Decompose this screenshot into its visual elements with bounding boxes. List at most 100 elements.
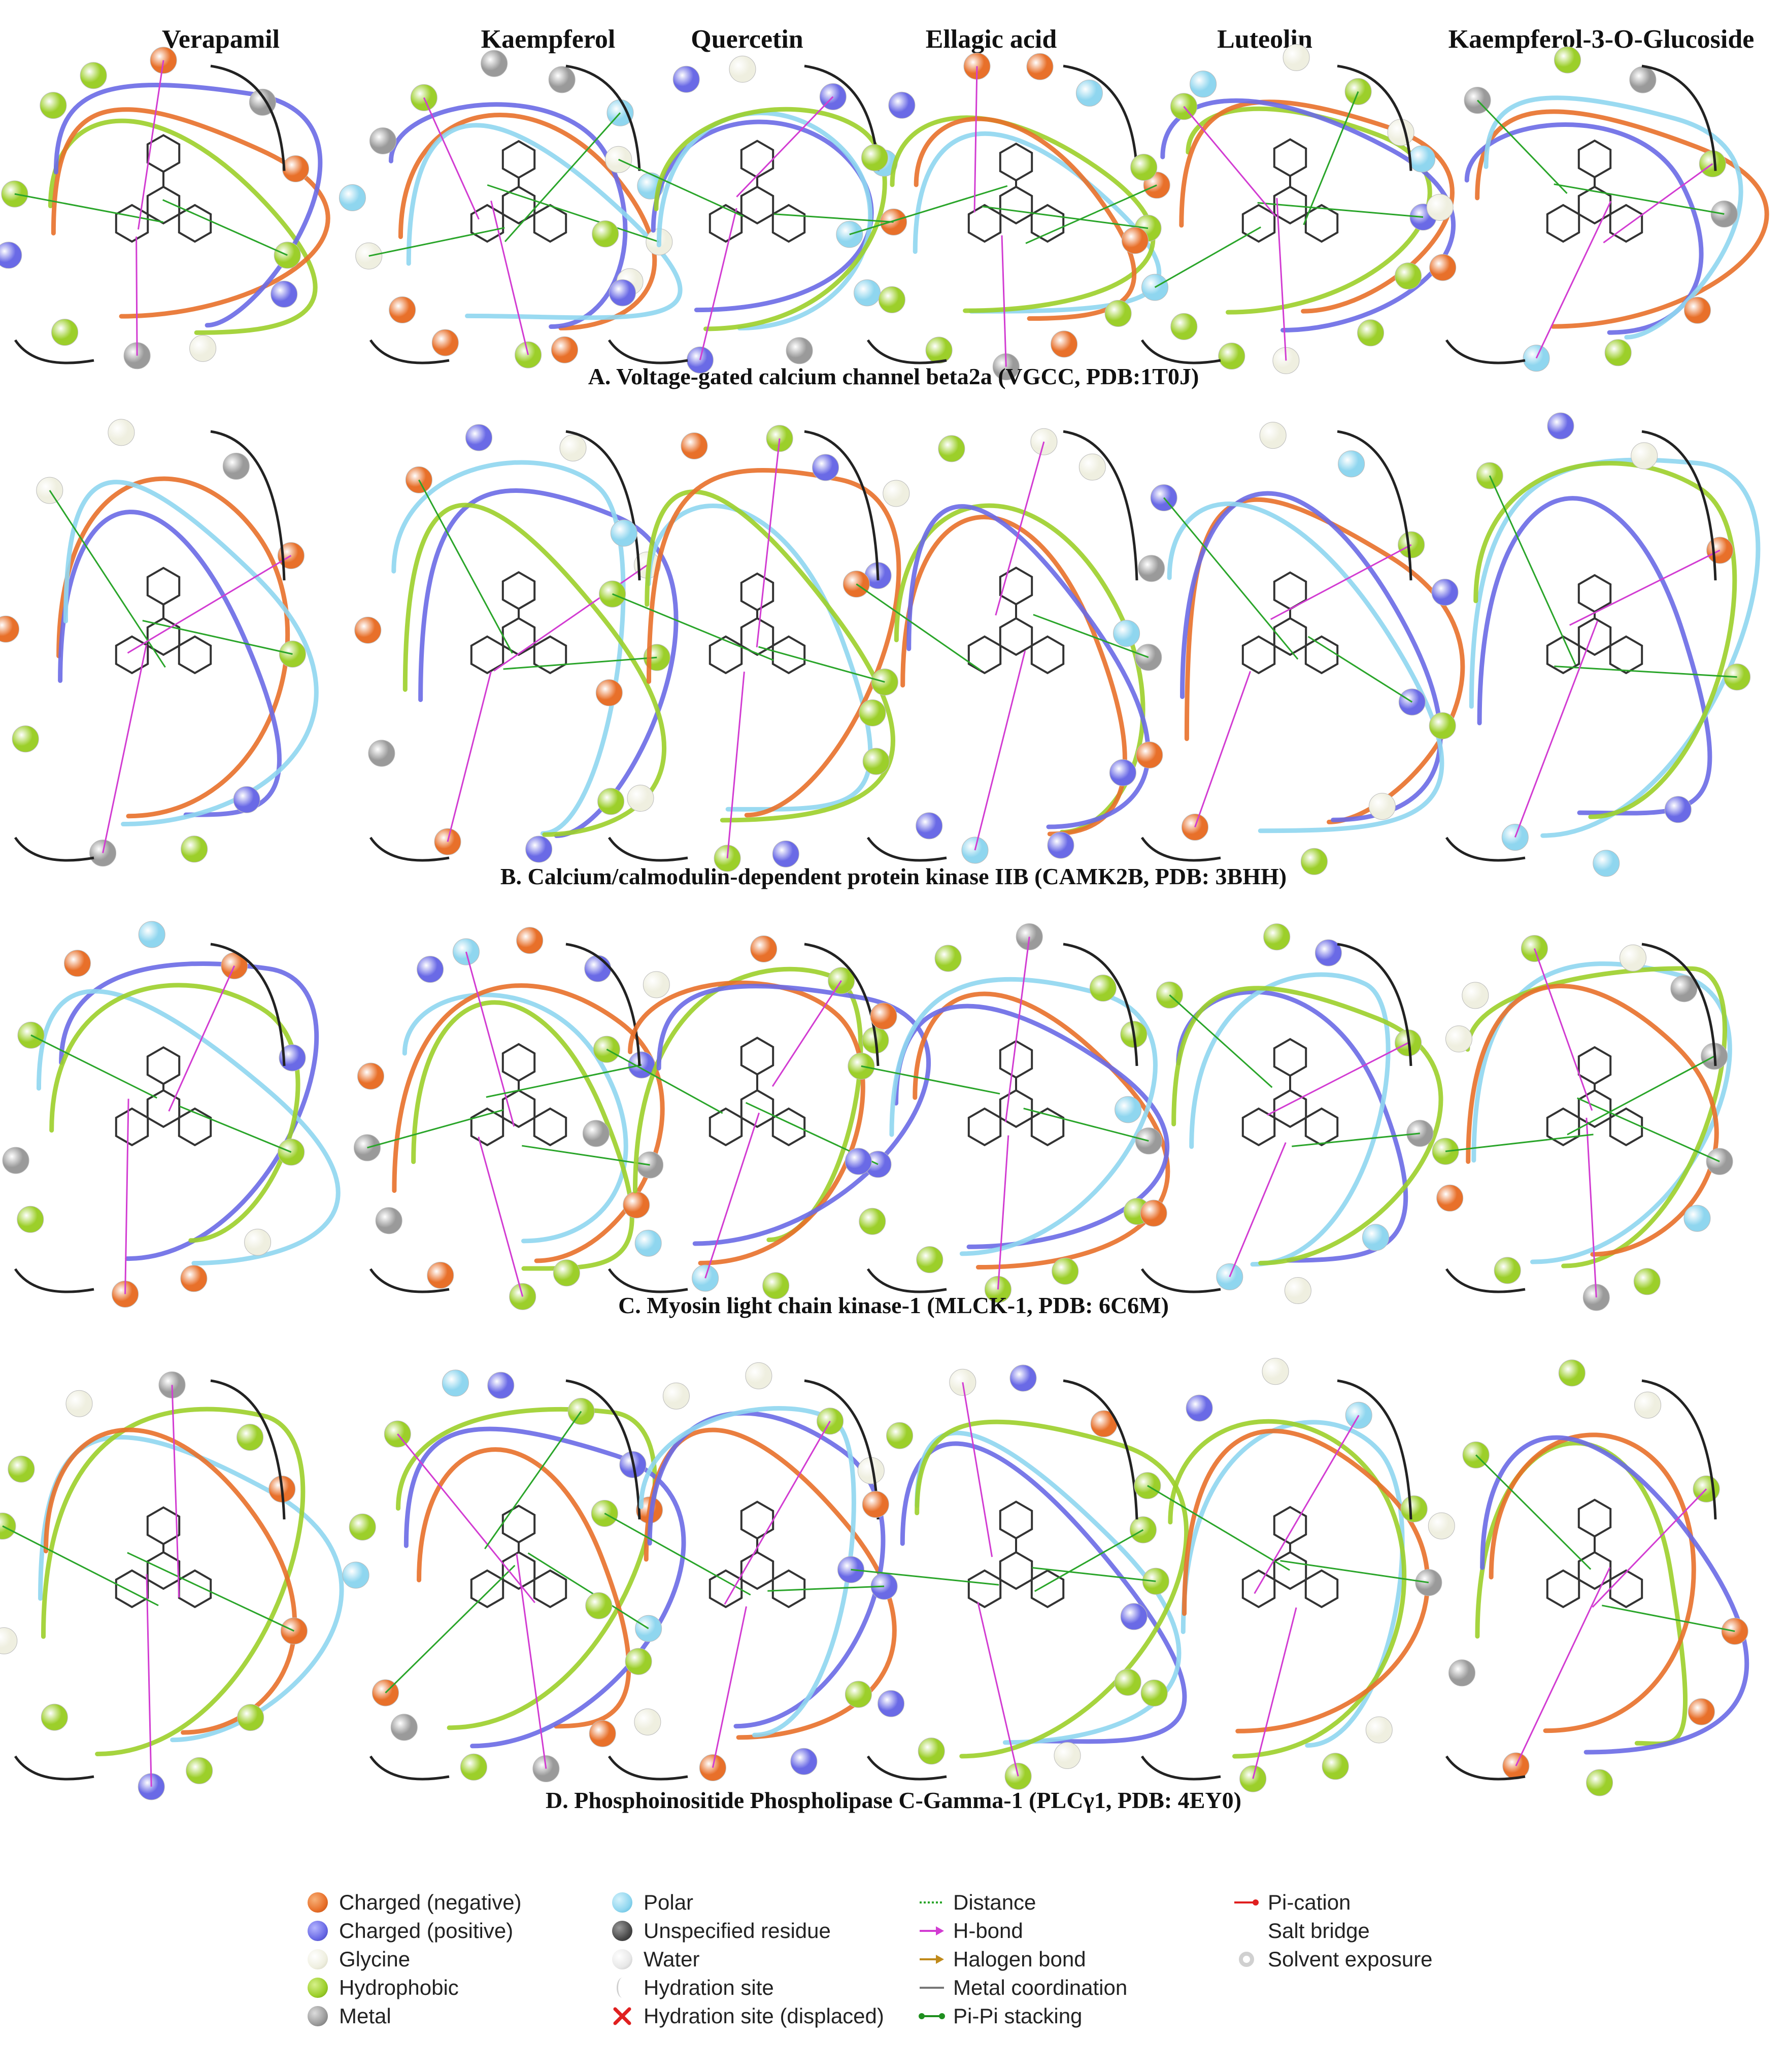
backbone-link [608, 1755, 688, 1781]
pocket-outline [49, 983, 300, 1243]
backbone-link [1140, 837, 1221, 862]
residue-bubble [845, 1148, 872, 1175]
interaction-line [368, 227, 505, 257]
pocket-outline [1180, 491, 1443, 822]
residue-bubble [1300, 848, 1328, 875]
ligand-ring [740, 1500, 774, 1540]
line-icon [920, 1987, 944, 1989]
interaction-line [1569, 549, 1721, 626]
legend-polar: Polar [609, 1888, 884, 1917]
backbone-link [565, 1379, 641, 1520]
interaction-line [1514, 620, 1599, 838]
ligand-ring [999, 617, 1033, 656]
ligand-ring [1546, 204, 1580, 243]
backbone-link [210, 1379, 286, 1520]
residue-bubble [553, 1259, 580, 1287]
residue-bubble [1314, 939, 1342, 966]
residue-bubble [1009, 1364, 1037, 1392]
backbone-link [369, 339, 450, 364]
backbone-link [1445, 837, 1526, 862]
ligand-ring [1609, 1569, 1643, 1609]
pocket-outline [1483, 95, 1743, 340]
pocket-outline [628, 980, 865, 1265]
pocket-outline [388, 102, 628, 329]
residue-bubble [1136, 741, 1163, 768]
ligand-ring [709, 635, 743, 675]
residue-bubble [634, 1229, 662, 1257]
ligand-ring [115, 204, 149, 243]
legend-label: Halogen bond [953, 1947, 1086, 1971]
residue-bubble [1075, 79, 1103, 107]
residue-bubble [623, 1191, 650, 1219]
legend-label: Polar [644, 1890, 694, 1914]
interaction-line [1270, 544, 1412, 620]
residue-bubble [368, 740, 395, 767]
residue-bubble [181, 836, 208, 863]
interaction-line [997, 1135, 1009, 1290]
legend-metal-coordination: Metal coordination [919, 1974, 1127, 2002]
residue-bubble [812, 454, 839, 481]
ligand-ring [501, 571, 536, 610]
residue-bubble [1052, 1257, 1079, 1285]
pocket-outline [56, 476, 290, 819]
legend-label: Distance [953, 1890, 1036, 1914]
interaction-line [1276, 198, 1287, 361]
residue-bubble [0, 1513, 16, 1540]
ligand-ring [146, 566, 181, 606]
residue-bubble [1115, 1096, 1142, 1123]
backbone-link [565, 430, 641, 581]
backbone-link [866, 339, 947, 364]
interaction-line [1183, 106, 1276, 217]
residue-bubble [729, 55, 756, 83]
interaction-line [1303, 91, 1359, 225]
residue-bubble [1140, 1199, 1167, 1227]
backbone-link [1641, 1379, 1717, 1520]
interaction-line [1445, 1133, 1594, 1152]
residue-bubble [1047, 831, 1074, 859]
residue-bubble [1138, 555, 1165, 582]
backbone-link [565, 943, 641, 1066]
residue-bubble [271, 281, 298, 308]
ligand-ring [146, 134, 181, 173]
residue-bubble [548, 66, 576, 93]
residue-bubble [862, 1491, 889, 1518]
ligand-ring [178, 635, 212, 675]
hydrophobic-swatch [308, 1978, 328, 1998]
glycine-swatch [308, 1949, 328, 1969]
residue-bubble [609, 279, 636, 307]
residue-bubble [1429, 712, 1456, 740]
residue-bubble [672, 65, 700, 93]
metal-swatch [308, 2006, 328, 2026]
residue-bubble [51, 319, 79, 346]
interaction-line [484, 1411, 582, 1550]
pocket-outline [403, 1426, 686, 1749]
residue-bubble [487, 1372, 515, 1399]
interaction-line [982, 206, 1149, 229]
residue-bubble [938, 435, 965, 462]
residue-bubble [627, 785, 654, 812]
legend-salt-bridge: Salt bridge [1233, 1917, 1433, 1945]
residue-bubble [1629, 66, 1657, 93]
ligand-ring [470, 1569, 504, 1609]
cross-icon [613, 2007, 631, 2025]
ligand-ring [740, 1551, 774, 1590]
interaction-line [962, 1382, 993, 1557]
residue-bubble [1263, 923, 1291, 951]
pocket-outline [392, 983, 665, 1263]
residue-bubble [1494, 1257, 1521, 1284]
interaction-line [478, 1137, 524, 1297]
ligand-ring [533, 204, 567, 243]
interaction-line [604, 1513, 751, 1596]
residue-bubble [634, 1708, 661, 1735]
legend-label: Pi-cation [1268, 1890, 1351, 1914]
interaction-line [1292, 1132, 1420, 1147]
ligand-ring [1241, 635, 1276, 675]
dumbbell-icon [919, 2013, 945, 2019]
ligand-ring [1609, 635, 1643, 675]
pocket-outline [1466, 984, 1719, 1257]
pocket-outline [1171, 986, 1443, 1265]
backbone-link [1337, 1379, 1412, 1520]
interaction-legend: Charged (negative) Charged (positive) Gl… [305, 1888, 1523, 2071]
residue-bubble [1429, 254, 1457, 281]
interaction-line [774, 213, 894, 223]
